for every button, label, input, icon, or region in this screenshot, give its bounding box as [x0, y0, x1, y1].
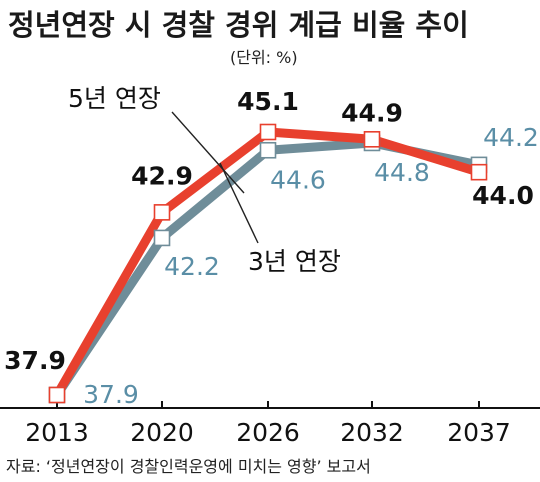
series-legend: 5년 연장 3년 연장 [68, 84, 341, 276]
x-tick-label: 2037 [447, 418, 511, 447]
legend-leader-line [219, 162, 259, 244]
data-point-5년-연장 [48, 386, 66, 404]
source-note: 자료: ‘정년연장이 경찰인력운영에 미치는 영향’ 보고서 [6, 457, 371, 476]
data-point-5년-연장 [259, 123, 277, 141]
data-label-5년-연장: 42.9 [131, 161, 193, 190]
x-tick-label: 2020 [130, 418, 194, 447]
data-label-5년-연장: 44.0 [472, 181, 534, 210]
data-label-3년-연장: 44.2 [483, 123, 539, 152]
legend-label-5년-연장: 5년 연장 [68, 84, 161, 113]
data-label-5년-연장: 37.9 [4, 346, 66, 375]
data-label-3년-연장: 44.6 [270, 165, 326, 194]
legend-label-3년-연장: 3년 연장 [248, 247, 341, 276]
legend-leader-line [171, 111, 245, 194]
x-tick-label: 2013 [25, 418, 89, 447]
unit-label: (단위: %) [230, 48, 298, 67]
data-point-5년-연장 [363, 131, 381, 148]
x-axis: 2013 2020 2026 2032 2037 [0, 401, 540, 447]
data-point-3년-연장 [153, 229, 171, 247]
data-label-5년-연장: 45.1 [237, 87, 299, 116]
data-label-5년-연장: 44.9 [341, 98, 403, 127]
data-point-5년-연장 [470, 163, 488, 181]
data-point-5년-연장 [153, 204, 171, 221]
data-label-3년-연장: 42.2 [164, 252, 220, 281]
chart-title: 정년연장 시 경찰 경위 계급 비율 추이 [8, 8, 469, 42]
data-labels: 37.9 42.9 45.1 44.9 44.0 37.9 42.2 44.6 44.8 44.2 [4, 87, 539, 409]
series-markers [48, 123, 488, 404]
x-tick-label: 2026 [236, 418, 300, 447]
x-tick-label: 2032 [340, 418, 404, 447]
data-label-3년-연장: 44.8 [374, 158, 430, 187]
data-point-3년-연장 [259, 141, 277, 159]
data-label-3년-연장: 37.9 [83, 380, 139, 409]
